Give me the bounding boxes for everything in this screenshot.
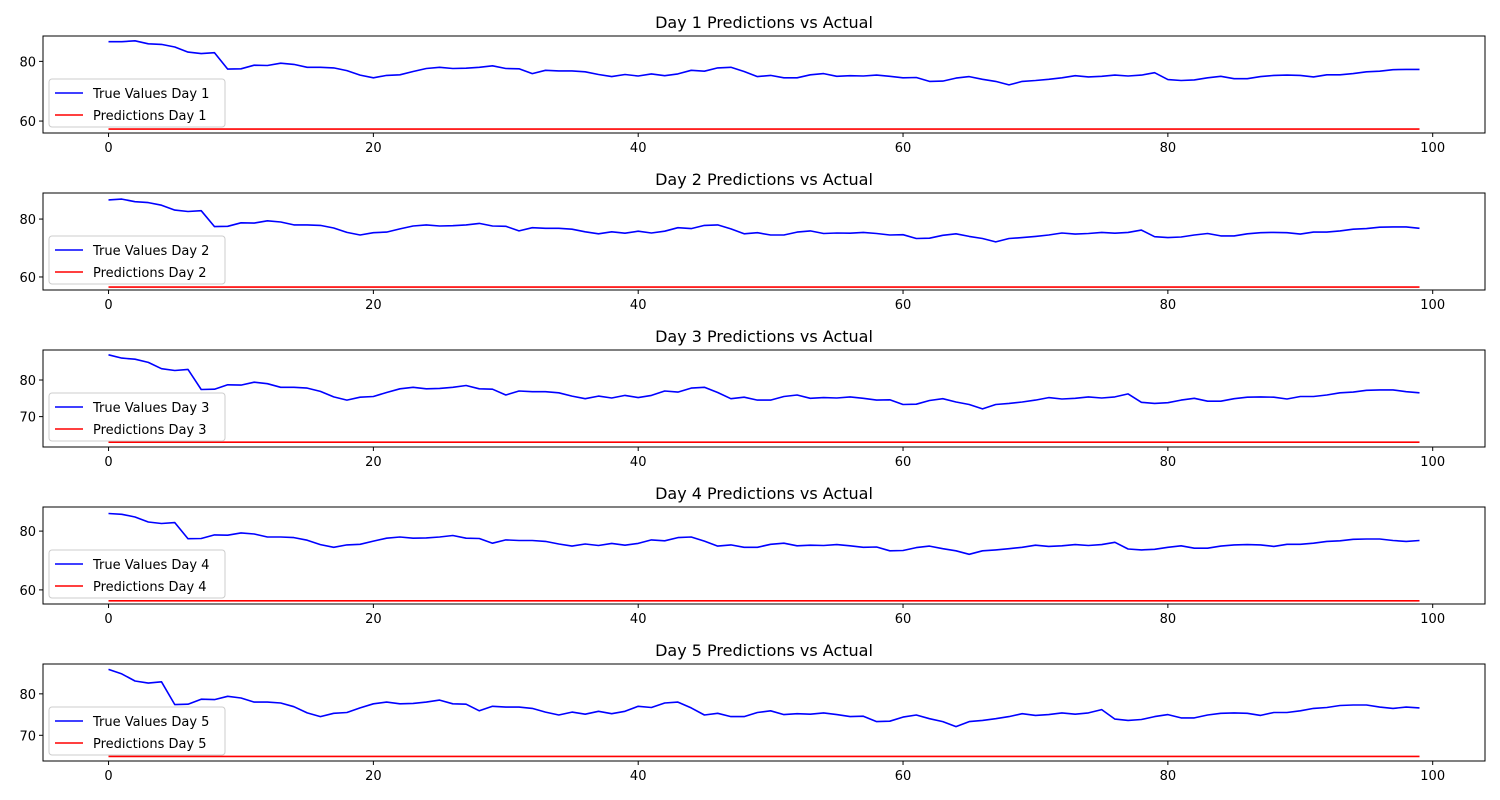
legend: True Values Day 3 Predictions Day 3 [48, 392, 226, 442]
subplot-day-3: Day 3 Predictions vs Actual 0 20 40 60 80 100 7… [19, 327, 1486, 470]
legend-box [48, 549, 226, 599]
true-values-line [108, 39, 1420, 86]
axes-frame [42, 192, 1486, 291]
x-tick-label: 20 [365, 769, 382, 784]
y-tick-label: 60 [19, 271, 36, 286]
legend-box [48, 706, 226, 756]
legend-label: Predictions Day 4 [93, 580, 207, 595]
x-tick-label: 40 [630, 612, 647, 627]
legend: True Values Day 1 Predictions Day 1 [48, 78, 226, 128]
true-values-line [108, 512, 1420, 556]
x-tick-label: 0 [104, 455, 112, 470]
x-tick-label: 80 [1160, 455, 1177, 470]
x-tick-label: 20 [365, 141, 382, 156]
x-tick-label: 60 [895, 769, 912, 784]
axes-frame [42, 35, 1486, 134]
subplot-title: Day 5 Predictions vs Actual [655, 641, 873, 660]
x-tick-label: 20 [365, 455, 382, 470]
subplot-title: Day 1 Predictions vs Actual [655, 13, 873, 32]
axes-frame [42, 506, 1486, 605]
legend-label: True Values Day 3 [92, 401, 209, 416]
x-tick-label: 100 [1420, 141, 1445, 156]
x-tick-label: 20 [365, 298, 382, 313]
x-tick-label: 40 [630, 141, 647, 156]
legend-box [48, 392, 226, 442]
x-tick-label: 0 [104, 141, 112, 156]
x-tick-label: 80 [1160, 141, 1177, 156]
y-tick-label: 70 [19, 411, 36, 426]
legend-label: Predictions Day 3 [93, 423, 207, 438]
legend: True Values Day 5 Predictions Day 5 [48, 706, 226, 756]
axes-frame [42, 349, 1486, 448]
x-tick-label: 60 [895, 141, 912, 156]
subplot-title: Day 4 Predictions vs Actual [655, 484, 873, 503]
y-tick-label: 80 [19, 213, 36, 228]
subplot-day-1: Day 1 Predictions vs Actual 0 20 40 60 80 100 6… [19, 13, 1486, 156]
x-tick-label: 40 [630, 298, 647, 313]
x-tick-label: 0 [104, 298, 112, 313]
x-tick-label: 60 [895, 455, 912, 470]
x-tick-label: 80 [1160, 612, 1177, 627]
x-tick-label: 60 [895, 612, 912, 627]
y-tick-label: 80 [19, 374, 36, 389]
x-tick-label: 80 [1160, 769, 1177, 784]
x-tick-label: 0 [104, 769, 112, 784]
legend-label: Predictions Day 2 [93, 266, 207, 281]
legend-label: True Values Day 2 [92, 244, 209, 259]
x-tick-label: 100 [1420, 612, 1445, 627]
x-tick-label: 40 [630, 455, 647, 470]
legend-label: True Values Day 1 [92, 87, 209, 102]
true-values-line [108, 198, 1420, 243]
true-values-line [108, 354, 1420, 410]
y-tick-label: 60 [19, 584, 36, 599]
y-tick-label: 80 [19, 688, 36, 703]
x-tick-label: 0 [104, 612, 112, 627]
legend-label: True Values Day 5 [92, 715, 209, 730]
legend-label: Predictions Day 5 [93, 737, 207, 752]
axes-frame [42, 663, 1486, 762]
subplot-title: Day 2 Predictions vs Actual [655, 170, 873, 189]
x-tick-label: 40 [630, 769, 647, 784]
legend-label: Predictions Day 1 [93, 109, 207, 124]
legend-box [48, 78, 226, 128]
subplot-day-2: Day 2 Predictions vs Actual 0 20 40 60 80 100 6… [19, 170, 1486, 313]
y-tick-label: 70 [19, 729, 36, 744]
subplot-day-5: Day 5 Predictions vs Actual 0 20 40 60 80 100 7… [19, 641, 1486, 784]
subplot-day-4: Day 4 Predictions vs Actual 0 20 40 60 80 100 6… [19, 484, 1486, 627]
x-tick-label: 20 [365, 612, 382, 627]
x-tick-label: 80 [1160, 298, 1177, 313]
x-tick-label: 100 [1420, 298, 1445, 313]
x-tick-label: 100 [1420, 769, 1445, 784]
x-tick-label: 60 [895, 298, 912, 313]
legend: True Values Day 4 Predictions Day 4 [48, 549, 226, 599]
legend: True Values Day 2 Predictions Day 2 [48, 235, 226, 285]
true-values-line [108, 668, 1420, 728]
x-tick-label: 100 [1420, 455, 1445, 470]
y-tick-label: 80 [19, 525, 36, 540]
legend-box [48, 235, 226, 285]
subplot-title: Day 3 Predictions vs Actual [655, 327, 873, 346]
legend-label: True Values Day 4 [92, 558, 209, 573]
y-tick-label: 80 [19, 55, 36, 70]
y-tick-label: 60 [19, 115, 36, 130]
